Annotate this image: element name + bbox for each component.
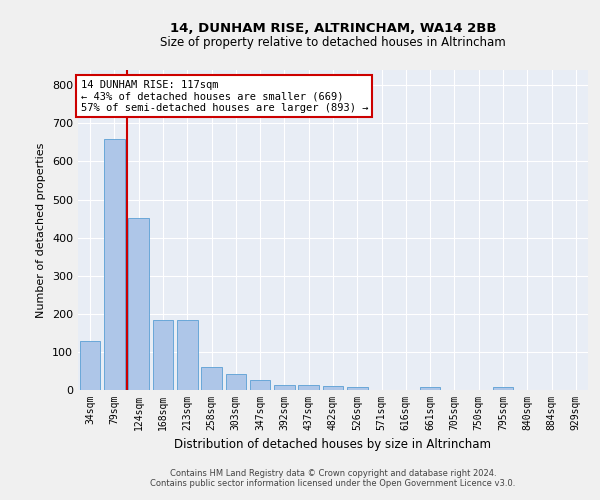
Bar	[298, 385, 319, 390]
Bar	[250, 380, 271, 390]
Text: 14 DUNHAM RISE: 117sqm
← 43% of detached houses are smaller (669)
57% of semi-de: 14 DUNHAM RISE: 117sqm ← 43% of detached…	[80, 80, 368, 113]
Bar	[104, 138, 125, 390]
Text: Size of property relative to detached houses in Altrincham: Size of property relative to detached ho…	[160, 36, 506, 49]
X-axis label: Distribution of detached houses by size in Altrincham: Distribution of detached houses by size …	[175, 438, 491, 452]
Text: 14, DUNHAM RISE, ALTRINCHAM, WA14 2BB: 14, DUNHAM RISE, ALTRINCHAM, WA14 2BB	[170, 22, 496, 36]
Bar	[493, 386, 514, 390]
Bar	[323, 386, 343, 390]
Bar	[226, 374, 246, 390]
Bar	[420, 387, 440, 390]
Bar	[274, 386, 295, 390]
Bar	[152, 320, 173, 390]
Bar	[128, 218, 149, 390]
Y-axis label: Number of detached properties: Number of detached properties	[37, 142, 46, 318]
Bar	[80, 341, 100, 390]
Text: Contains HM Land Registry data © Crown copyright and database right 2024.: Contains HM Land Registry data © Crown c…	[170, 468, 496, 477]
Bar	[347, 386, 368, 390]
Bar	[201, 367, 222, 390]
Text: Contains public sector information licensed under the Open Government Licence v3: Contains public sector information licen…	[151, 478, 515, 488]
Bar	[177, 320, 197, 390]
